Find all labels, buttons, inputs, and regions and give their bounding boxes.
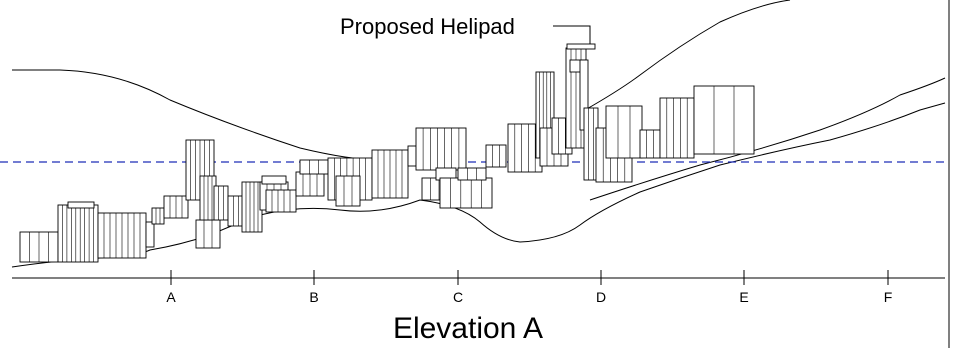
building-block [67,201,95,209]
grid-labels: A B C D E F [166,289,892,305]
building-block [299,159,329,175]
building-block [415,127,467,171]
grid-ticks [170,270,889,285]
helipad-deck [566,43,596,50]
building-block [605,105,643,159]
building-block [639,129,661,159]
right-hill-line [589,77,946,201]
ground-profile [11,102,946,268]
building-massing [19,47,755,263]
building-block [241,181,263,233]
helipad-label: Proposed Helipad [340,14,515,39]
grid-label-f: F [884,289,893,305]
grid-label-b: B [309,289,318,305]
background-ridge-line [12,0,791,161]
building-block [335,175,361,207]
building-block [57,204,99,263]
drawing-title: Elevation A [393,312,543,345]
helipad-callout: Proposed Helipad [340,14,596,50]
building-block [151,207,165,225]
building-block [439,177,493,209]
building-block [659,97,695,159]
building-block [265,189,297,213]
grid-label-c: C [453,289,463,305]
building-block [261,175,287,185]
building-block [145,221,155,248]
building-block [693,85,755,155]
grid-label-a: A [166,289,176,305]
building-block [485,144,507,168]
building-block [213,185,229,221]
grid-label-e: E [739,289,748,305]
grid-label-d: D [596,289,606,305]
building-block [457,167,487,181]
helipad-leader-line [553,25,591,44]
building-block [195,219,221,249]
